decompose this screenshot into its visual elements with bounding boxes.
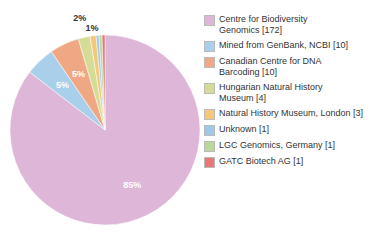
html-text:Mined from GenBank, NCBI [10]: Mined from GenBank, NCBI [10] <box>219 40 349 50</box>
html-text:LGC Genomics, Germany [1]: LGC Genomics, Germany [1] <box>219 140 335 150</box>
html-text:Unknown [1]: Unknown [1] <box>219 124 269 134</box>
svg-text:5%: 5% <box>72 69 85 79</box>
html-text:GATC Biotech AG [1]: GATC Biotech AG [1] <box>219 156 304 166</box>
svg-text:1%: 1% <box>86 23 99 33</box>
html-text:Centre for Biodiversity Genomi: Centre for Biodiversity Genomics [172] <box>219 14 308 35</box>
html-text:Natural History Museum, London: Natural History Museum, London [3] <box>219 108 364 118</box>
html-text:Hungarian Natural History Muse: Hungarian Natural History Museum [4] <box>219 82 323 103</box>
svg-text:2%: 2% <box>73 13 86 23</box>
svg-text:5%: 5% <box>56 80 69 90</box>
svg-text:85%: 85% <box>123 180 141 190</box>
html-text:Canadian Centre for DNA Barcod: Canadian Centre for DNA Barcoding [10] <box>219 56 322 77</box>
